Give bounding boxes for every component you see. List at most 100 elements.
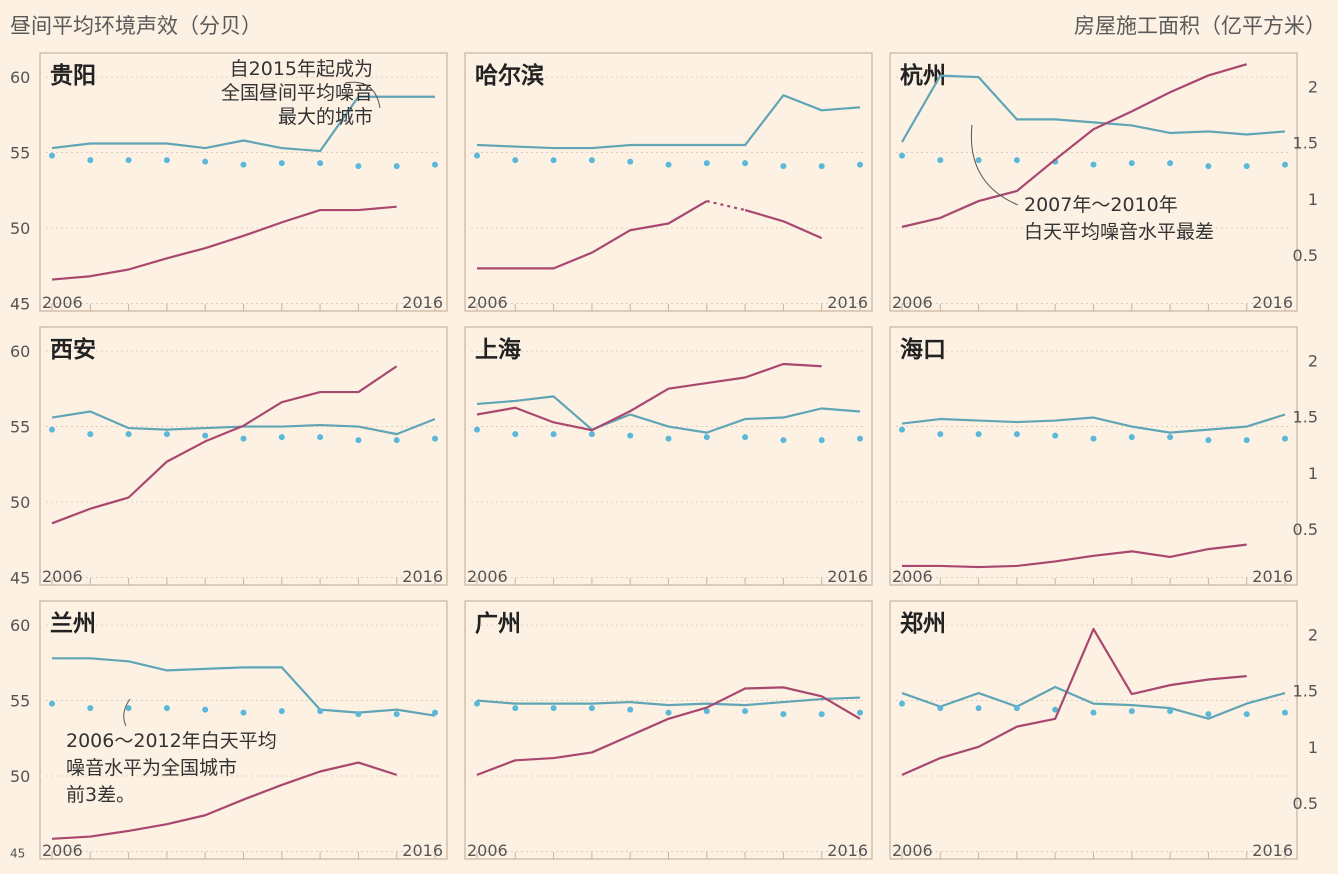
x-tick-label: 2016 <box>402 841 443 860</box>
national-avg-dot <box>163 157 170 164</box>
national-avg-dot <box>278 708 285 715</box>
national-avg-dot <box>317 708 324 715</box>
city_noise-line <box>51 95 435 153</box>
construction_area-line <box>744 208 823 240</box>
national-avg-dot <box>857 161 863 168</box>
city-title: 贵阳 <box>50 63 96 89</box>
annotation-text: 前3差。 <box>66 784 135 806</box>
national-avg-dot <box>588 157 595 164</box>
national-avg-dot <box>588 431 595 438</box>
x-tick-label: 2006 <box>42 567 83 586</box>
national-avg-dot <box>1205 711 1212 718</box>
panel-7: 广州 2006 2016 <box>464 600 873 860</box>
city_noise-line <box>52 657 436 717</box>
x-tick-label: 2006 <box>892 841 933 860</box>
construction_area-line <box>51 205 397 281</box>
national-avg-dot <box>512 705 519 712</box>
city-title: 郑州 <box>900 611 946 637</box>
city-title: 广州 <box>475 610 521 637</box>
national-avg-dot <box>1090 435 1097 442</box>
national-avg-dot <box>742 708 749 715</box>
national-avg-dot <box>1167 708 1174 715</box>
national-avg-dot <box>87 431 94 438</box>
construction_area-line <box>477 200 708 270</box>
y-right-tick-label: 1.5 <box>1293 408 1318 427</box>
panel-3: 西安 2006 2016 45 50 55 60 <box>10 326 448 587</box>
y-right-tick-label: 0.5 <box>1293 520 1318 539</box>
construction_area-line <box>476 686 861 776</box>
y-left-tick-label: 55 <box>10 418 30 437</box>
city_noise-line <box>476 395 861 434</box>
city-title: 西安 <box>50 336 96 363</box>
city-title: 兰州 <box>50 610 96 637</box>
national-avg-dot <box>125 157 132 164</box>
city-title: 海口 <box>900 336 946 363</box>
national-avg-dot <box>163 705 170 712</box>
national-avg-dot <box>818 711 825 718</box>
annotation-text: 噪音水平为全国城市 <box>66 757 237 779</box>
city_noise-line <box>901 74 1286 143</box>
national-avg-dot <box>780 437 787 444</box>
national-avg-dot <box>512 431 519 438</box>
city_noise-line <box>901 413 1286 434</box>
national-avg-dot <box>202 706 209 713</box>
y-right-tick-label: 2 <box>1308 78 1318 97</box>
panel-frame <box>464 52 873 312</box>
national-avg-dot <box>1243 437 1250 444</box>
x-tick-label: 2006 <box>467 567 508 586</box>
panel-5: 海口 2006 2016 0.5 1 1.5 2 <box>889 326 1318 586</box>
x-tick-label: 2006 <box>42 841 83 860</box>
national-avg-dot <box>1205 163 1212 170</box>
panel-4: 上海 2006 2016 <box>464 326 873 586</box>
national-avg-dot <box>550 431 557 438</box>
national-avg-dot <box>742 160 749 167</box>
y-left-tick-label: 50 <box>10 493 30 512</box>
panel-6: 兰州 2006 2016 45 50 55 60 2006～2012年白天平均噪音水平为全国城… <box>10 600 448 860</box>
national-avg-dot <box>355 163 362 170</box>
x-tick-label: 2016 <box>1252 567 1293 586</box>
x-tick-label: 2016 <box>827 841 868 860</box>
x-tick-label: 2006 <box>467 841 508 860</box>
national-avg-dot <box>49 700 55 707</box>
national-avg-dot <box>474 152 480 159</box>
y-right-tick-label: 2 <box>1308 626 1318 645</box>
city_noise-line <box>476 696 861 707</box>
national-avg-dot <box>1128 708 1135 715</box>
national-avg-dot <box>627 706 634 713</box>
national-avg-dot <box>1090 709 1097 716</box>
national-avg-dot <box>163 431 170 438</box>
national-avg-dot <box>317 434 324 441</box>
y-left-tick-label: 60 <box>10 342 30 361</box>
y-left-tick-label: 55 <box>10 144 30 163</box>
annotation-arrow <box>970 124 1019 206</box>
national-avg-dot <box>393 163 400 170</box>
national-avg-dot <box>1167 434 1174 441</box>
national-avg-dot <box>1013 157 1020 164</box>
national-avg-dot <box>550 157 557 164</box>
national-avg-dot <box>975 431 982 438</box>
panel-frame <box>889 600 1298 860</box>
national-avg-dot <box>937 157 944 164</box>
national-avg-dot <box>1052 432 1059 439</box>
y-right-tick-label: 1 <box>1308 738 1318 757</box>
national-avg-dot <box>703 160 710 167</box>
national-avg-dot <box>550 705 557 712</box>
national-avg-dot <box>202 158 209 165</box>
national-avg-dot <box>1282 161 1288 168</box>
national-avg-dot <box>87 157 94 164</box>
national-avg-dot <box>355 437 362 444</box>
annotation-text: 2006～2012年白天平均 <box>66 730 277 752</box>
national-avg-dot <box>937 705 944 712</box>
national-avg-dot <box>899 426 905 433</box>
y-left-tick-label: 60 <box>10 68 30 87</box>
x-tick-label: 2016 <box>1252 293 1293 312</box>
annotation-text: 自2015年起成为 <box>230 58 373 80</box>
national-avg-dot <box>665 709 672 716</box>
y-left-tick-label: 50 <box>10 219 30 238</box>
panel-frame <box>39 326 448 586</box>
annotation-arrow <box>344 81 381 109</box>
x-tick-label: 2006 <box>892 567 933 586</box>
panel-8: 郑州 2006 2016 0.5 1 1.5 2 <box>889 600 1318 860</box>
x-tick-label: 2016 <box>402 567 443 586</box>
